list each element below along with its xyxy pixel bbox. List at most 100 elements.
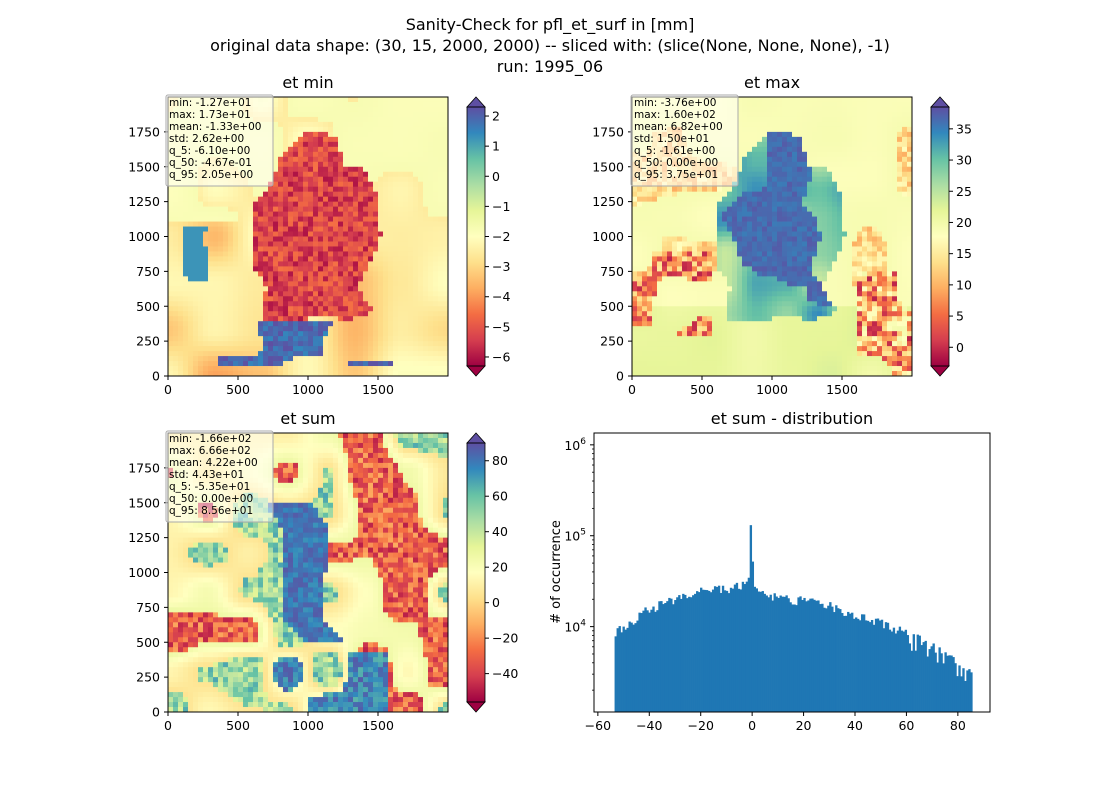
heatmap-cell xyxy=(378,266,384,272)
heatmap-cell xyxy=(677,231,683,237)
heatmap-cell xyxy=(428,301,434,307)
heatmap-cell xyxy=(662,201,668,208)
heatmap-cell xyxy=(283,221,289,227)
heatmap-cell xyxy=(408,351,414,357)
heatmap-cell xyxy=(767,301,773,307)
heatmap-cell xyxy=(313,186,319,193)
heatmap-cell xyxy=(717,281,723,287)
heatmap-cell xyxy=(283,126,289,133)
heatmap-cell xyxy=(687,316,693,322)
heatmap-cell xyxy=(657,291,663,297)
heatmap-cell xyxy=(338,326,344,332)
heatmap-cell xyxy=(313,121,319,128)
heatmap-cell xyxy=(752,336,758,342)
heatmap-cell xyxy=(333,241,339,247)
heatmap-cell xyxy=(343,211,349,217)
heatmap-cell xyxy=(692,296,698,302)
heatmap-cell xyxy=(278,301,284,307)
heatmap-cell xyxy=(737,171,743,178)
heatmap-cell xyxy=(233,251,239,257)
heatmap-cell xyxy=(348,251,354,257)
heatmap-cell xyxy=(692,186,698,193)
heatmap-cell xyxy=(647,196,653,203)
heatmap-cell xyxy=(218,311,224,317)
heatmap-cell xyxy=(333,151,339,158)
heatmap-cell xyxy=(403,341,409,347)
heatmap-cell xyxy=(782,161,788,168)
heatmap-cell xyxy=(168,276,174,282)
heatmap-cell xyxy=(328,296,334,302)
heatmap-cell xyxy=(757,136,763,143)
heatmap-cell xyxy=(722,236,728,242)
heatmap-cell xyxy=(438,206,444,212)
heatmap-cell xyxy=(772,326,778,332)
heatmap-cell xyxy=(787,266,793,272)
heatmap-cell xyxy=(393,351,399,357)
heatmap-cell xyxy=(637,361,643,367)
heatmap-cell xyxy=(278,281,284,287)
heatmap-cell xyxy=(358,296,364,302)
heatmap-cell xyxy=(188,231,194,237)
heatmap-cell xyxy=(293,311,299,317)
heatmap-cell xyxy=(438,316,444,322)
heatmap-cell xyxy=(298,291,304,297)
heatmap-cell xyxy=(338,301,344,307)
heatmap-cell xyxy=(303,346,309,352)
heatmap-cell xyxy=(777,256,783,262)
heatmap-cell xyxy=(303,156,309,163)
heatmap-cell xyxy=(717,216,723,222)
heatmap-cell xyxy=(338,116,344,123)
heatmap-cell xyxy=(752,216,758,222)
heatmap-cell xyxy=(777,301,783,307)
heatmap-cell xyxy=(293,321,299,327)
heatmap-cell xyxy=(318,211,324,217)
heatmap-cell xyxy=(328,321,334,327)
colorbar-tick-label: 0 xyxy=(492,169,500,184)
heatmap-cell xyxy=(333,156,339,163)
heatmap-cell xyxy=(363,296,369,302)
heatmap-cell xyxy=(433,126,439,133)
heatmap-cell xyxy=(393,276,399,282)
heatmap-cell xyxy=(243,216,249,222)
heatmap-cell xyxy=(428,281,434,287)
heatmap-cell xyxy=(777,136,783,143)
heatmap-cell xyxy=(308,191,314,198)
heatmap-cell xyxy=(353,186,359,193)
heatmap-cell xyxy=(772,151,778,158)
heatmap-cell xyxy=(288,101,294,108)
heatmap-cell xyxy=(253,316,259,322)
heatmap-cell xyxy=(767,291,773,297)
heatmap-cell xyxy=(333,101,339,108)
heatmap-cell xyxy=(782,311,788,317)
heatmap-cell xyxy=(283,241,289,247)
heatmap-cell xyxy=(168,326,174,332)
heatmap-cell xyxy=(707,246,713,252)
heatmap-cell xyxy=(193,251,199,257)
heatmap-cell xyxy=(293,316,299,322)
heatmap-cell xyxy=(772,141,778,148)
heatmap-cell xyxy=(408,286,414,292)
heatmap-cell xyxy=(722,186,728,193)
heatmap-cell xyxy=(233,261,239,267)
heatmap-cell xyxy=(662,286,668,292)
heatmap-cell xyxy=(238,346,244,352)
heatmap-cell xyxy=(338,286,344,292)
heatmap-cell xyxy=(697,191,703,198)
heatmap-cell xyxy=(373,216,379,222)
heatmap-cell xyxy=(223,281,229,287)
heatmap-cell xyxy=(667,311,673,317)
heatmap-cell xyxy=(308,141,314,148)
heatmap-cell xyxy=(188,301,194,307)
heatmap-cell xyxy=(313,291,319,297)
heatmap-cell xyxy=(263,371,269,377)
heatmap-cell xyxy=(767,156,773,163)
heatmap-cell xyxy=(722,371,728,377)
heatmap-cell xyxy=(188,371,194,377)
heatmap-cell xyxy=(443,326,449,332)
heatmap-cell xyxy=(318,126,324,133)
heatmap-cell xyxy=(403,171,409,178)
heatmap-cell xyxy=(777,276,783,282)
heatmap-cell xyxy=(318,356,324,362)
heatmap-cell xyxy=(438,286,444,292)
heatmap-cell xyxy=(433,311,439,317)
